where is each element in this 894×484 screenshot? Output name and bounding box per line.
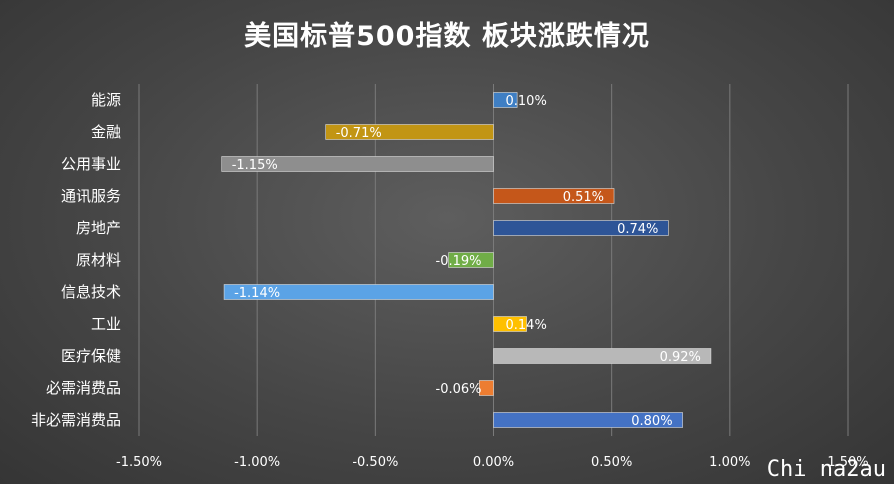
x-tick-label: -1.00% — [234, 455, 280, 470]
category-label: 公用事业 — [61, 155, 121, 173]
x-tick-label: 1.50% — [827, 455, 868, 470]
bar — [493, 220, 669, 236]
category-label: 信息技术 — [61, 283, 121, 301]
bar — [493, 316, 527, 332]
category-label: 房地产 — [76, 219, 121, 237]
chart-title: 美国标普500指数 板块涨跌情况 — [244, 21, 650, 52]
category-label: 通讯服务 — [61, 187, 121, 205]
data-label: -0.06% — [436, 382, 482, 397]
bar — [493, 92, 518, 108]
x-tick-label: -1.50% — [116, 455, 162, 470]
x-tick-label: 0.50% — [591, 455, 632, 470]
data-label: -0.19% — [436, 254, 482, 269]
category-label: 能源 — [91, 91, 121, 109]
category-label: 工业 — [91, 315, 121, 333]
watermark-text: Chi na2au — [766, 457, 886, 482]
bar — [448, 252, 494, 268]
bar — [493, 348, 712, 364]
category-label: 金融 — [91, 123, 121, 141]
bar — [223, 284, 494, 300]
x-tick-label: 0.00% — [473, 455, 514, 470]
bar — [493, 188, 615, 204]
data-label: 0.14% — [506, 318, 547, 333]
data-label: -0.71% — [336, 126, 382, 141]
bar — [221, 156, 494, 172]
gridlines — [138, 84, 849, 436]
data-label: 0.74% — [617, 222, 658, 237]
x-axis-tick-labels: -1.50% -1.00% -0.50% 0.00% 0.50% 1.00% 1.50% — [116, 455, 869, 470]
bar — [479, 380, 494, 396]
data-label: 0.80% — [631, 414, 672, 429]
bar — [493, 412, 683, 428]
category-label: 必需消费品 — [46, 379, 121, 397]
category-label: 原材料 — [76, 251, 121, 269]
data-labels: 0.10% -0.71% -1.15% 0.51% 0.74% -0.19% -1.14% 0… — [232, 94, 701, 429]
data-label: 0.51% — [563, 190, 604, 205]
data-label: 0.92% — [660, 350, 701, 365]
x-tick-label: 1.00% — [709, 455, 750, 470]
data-label: -1.14% — [234, 286, 280, 301]
bar — [325, 124, 494, 140]
category-label: 医疗保健 — [61, 347, 121, 365]
category-label: 非必需消费品 — [31, 411, 121, 429]
x-tick-label: -0.50% — [352, 455, 398, 470]
bars — [221, 92, 712, 428]
data-label: -1.15% — [232, 158, 278, 173]
data-label: 0.10% — [506, 94, 547, 109]
